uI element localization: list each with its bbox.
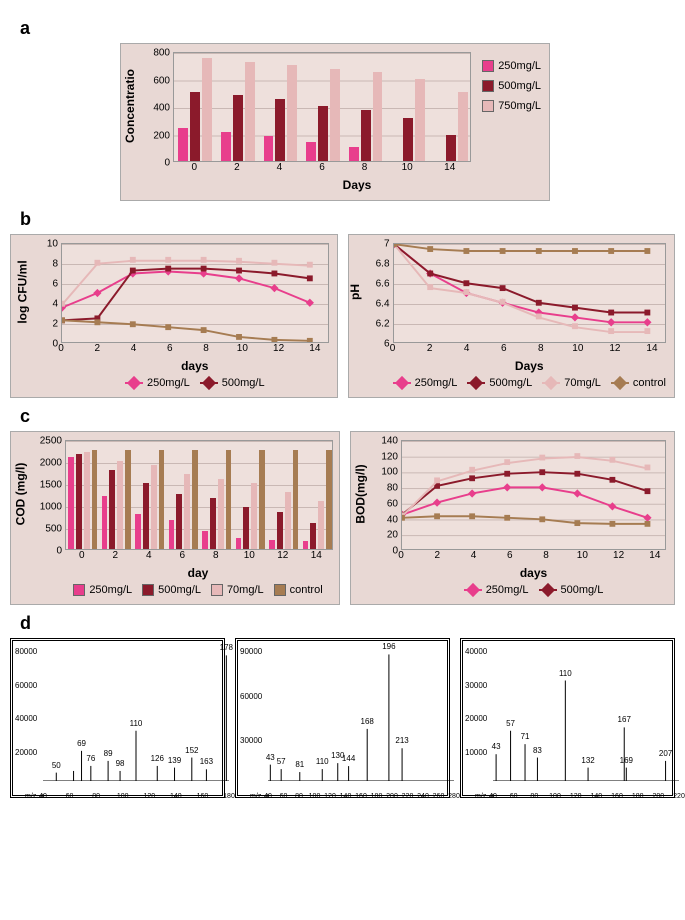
legend-item: 250mg/L: [464, 584, 529, 596]
bar: [349, 147, 359, 161]
spectrum-d1: 2000040000600008000050697689981101261391…: [10, 638, 225, 798]
bar: [245, 62, 255, 161]
bar: [221, 132, 231, 161]
bar: [318, 501, 324, 549]
bar: [310, 523, 316, 549]
chart-c2-legend: 250mg/L 500mg/L: [401, 584, 666, 596]
bar: [287, 65, 297, 161]
bar: [458, 92, 468, 161]
bar: [218, 479, 224, 549]
bar: [143, 483, 149, 549]
bar: [202, 58, 212, 161]
chart-c1: COD (mg/l) 05001000150020002500 02468101…: [10, 431, 340, 605]
bar: [176, 494, 182, 549]
legend-item: control: [274, 584, 323, 596]
bar: [264, 136, 274, 161]
legend-item: 70mg/L: [542, 377, 601, 389]
chart-c2-ylabel: BOD(mg/l): [354, 464, 368, 523]
bar: [318, 106, 328, 161]
bar: [415, 79, 425, 162]
bar: [285, 492, 291, 549]
chart-c2-plot: 020406080100120140: [401, 440, 666, 550]
chart-b2-xlabel: Days: [393, 359, 666, 373]
chart-b1-legend: 250mg/L 500mg/L: [61, 377, 329, 389]
bar: [135, 514, 141, 549]
spectrum-d3: 1000020000300004000043577183110132167169…: [460, 638, 675, 798]
bar: [361, 110, 371, 161]
chart-c2: BOD(mg/l) 020406080100120140 02468101214…: [350, 431, 675, 605]
chart-a-legend: 250mg/L 500mg/L 750mg/L: [482, 60, 541, 112]
chart-b2-ylabel: pH: [348, 284, 362, 300]
bar: [326, 450, 332, 549]
bar: [251, 483, 257, 549]
chart-b1-plot: 0246810: [61, 243, 329, 343]
bar: [202, 531, 208, 549]
legend-item: 500mg/L: [539, 584, 604, 596]
legend-item: 70mg/L: [211, 584, 264, 596]
bar: [159, 450, 165, 549]
chart-a-xlabel: Days: [173, 178, 541, 192]
bar: [190, 92, 200, 161]
bar: [446, 135, 456, 161]
chart-b1: log CFU/ml 0246810 02468101214 days 250m…: [10, 234, 338, 398]
legend-item: 500mg/L: [142, 584, 201, 596]
chart-b1-xlabel: days: [61, 359, 329, 373]
chart-c1-xlabel: day: [65, 566, 331, 580]
bar: [92, 450, 98, 549]
bar: [109, 470, 115, 549]
legend-item: 250mg/L: [73, 584, 132, 596]
bar: [330, 69, 340, 161]
legend-item: 500mg/L: [200, 377, 265, 389]
bar: [169, 520, 175, 549]
chart-c1-legend: 250mg/L 500mg/L 70mg/L control: [65, 584, 331, 596]
bar: [117, 461, 123, 549]
bar: [269, 540, 275, 549]
legend-item: 750mg/L: [482, 100, 541, 112]
bar: [178, 128, 188, 161]
legend-item: control: [611, 377, 666, 389]
panel-a-label: a: [20, 18, 675, 39]
bar: [210, 498, 216, 549]
bar: [293, 450, 299, 549]
panel-b-label: b: [20, 209, 675, 230]
bar: [233, 95, 243, 161]
bar: [125, 450, 131, 549]
chart-a-plot: 0200400600800: [173, 52, 471, 162]
bar: [373, 72, 383, 161]
bar: [151, 465, 157, 549]
chart-c2-xlabel: days: [401, 566, 666, 580]
bar: [192, 450, 198, 549]
bar: [306, 142, 316, 161]
bar: [303, 541, 309, 549]
chart-b2-legend: 250mg/L 500mg/L 70mg/L control: [393, 377, 666, 389]
bar: [403, 118, 413, 161]
legend-item: 500mg/L: [467, 377, 532, 389]
panel-d-label: d: [20, 613, 675, 634]
bar: [243, 507, 249, 549]
bar: [226, 450, 232, 549]
bar: [275, 99, 285, 161]
legend-item: 250mg/L: [482, 60, 541, 72]
chart-c1-plot: 05001000150020002500: [65, 440, 333, 550]
bar: [236, 538, 242, 549]
bar: [68, 457, 74, 549]
chart-b2: pH 66.26.46.66.87 02468101214 Days 250mg…: [348, 234, 675, 398]
chart-a: Concentratio 0200400600800 024681014 Day…: [120, 43, 550, 201]
bar: [102, 496, 108, 549]
bar: [84, 452, 90, 549]
chart-a-ylabel: Concentratio: [123, 69, 137, 143]
bar: [76, 454, 82, 549]
chart-b2-plot: 66.26.46.66.87: [393, 243, 666, 343]
legend-item: 250mg/L: [393, 377, 458, 389]
spectrum-d2: 300006000090000435781110130144168196213m…: [235, 638, 450, 798]
panel-c-label: c: [20, 406, 675, 427]
chart-c1-ylabel: COD (mg/l): [13, 463, 27, 526]
legend-item: 250mg/L: [125, 377, 190, 389]
bar: [184, 474, 190, 549]
chart-b1-ylabel: log CFU/ml: [16, 260, 30, 323]
bar: [277, 512, 283, 549]
bar: [259, 450, 265, 549]
legend-item: 500mg/L: [482, 80, 541, 92]
